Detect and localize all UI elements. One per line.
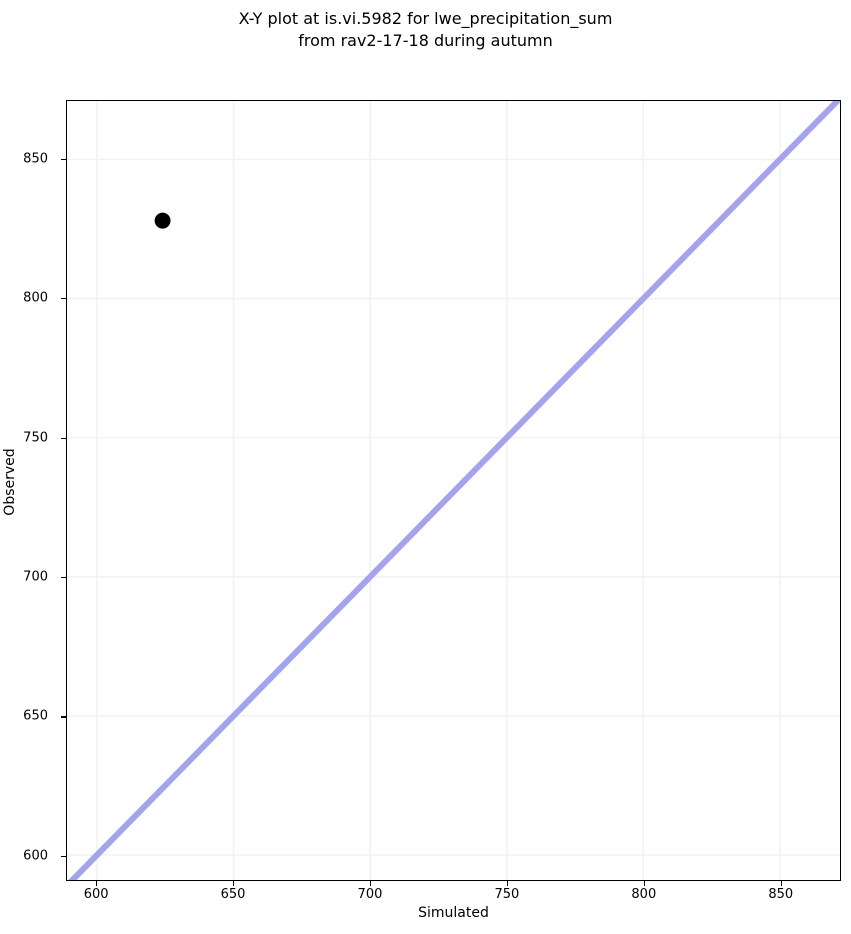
plot-canvas: [67, 101, 840, 880]
y-tick-mark: [61, 158, 66, 160]
one-to-one-line: [68, 101, 840, 880]
y-tick-mark: [61, 576, 66, 579]
x-tick-label: 800: [631, 887, 657, 902]
y-tick-label: 850: [23, 151, 48, 167]
x-tick-mark: [506, 881, 509, 886]
data-markers-group: [154, 212, 171, 229]
y-tick-label: 750: [23, 430, 48, 445]
gridlines-group: [67, 101, 840, 880]
y-tick-label: 600: [23, 848, 48, 864]
x-tick-mark: [780, 881, 783, 886]
data-point-marker: [154, 212, 171, 229]
y-tick-label: 700: [23, 569, 48, 585]
x-tick-mark: [96, 881, 98, 886]
y-tick-mark: [61, 437, 66, 439]
x-tick-mark: [643, 881, 646, 886]
x-tick-label: 850: [768, 887, 794, 902]
y-tick-mark: [61, 716, 66, 718]
x-tick-label: 750: [494, 887, 520, 902]
plot-area: [66, 100, 841, 881]
x-axis-title: Simulated: [418, 905, 489, 921]
one-to-one-line-segment: [68, 101, 840, 880]
x-tick-mark: [233, 881, 235, 886]
x-tick-label: 700: [357, 887, 383, 902]
y-tick-mark: [61, 855, 66, 858]
y-tick-label: 650: [23, 708, 48, 724]
y-tick-label: 800: [23, 290, 48, 306]
y-tick-mark: [61, 298, 66, 300]
chart-title: X-Y plot at is.vi.5982 for lwe_precipita…: [238, 9, 613, 50]
x-tick-mark: [369, 881, 372, 886]
y-axis-title: Observed: [2, 448, 18, 516]
x-tick-label: 650: [220, 887, 246, 902]
x-tick-label: 600: [83, 887, 109, 902]
